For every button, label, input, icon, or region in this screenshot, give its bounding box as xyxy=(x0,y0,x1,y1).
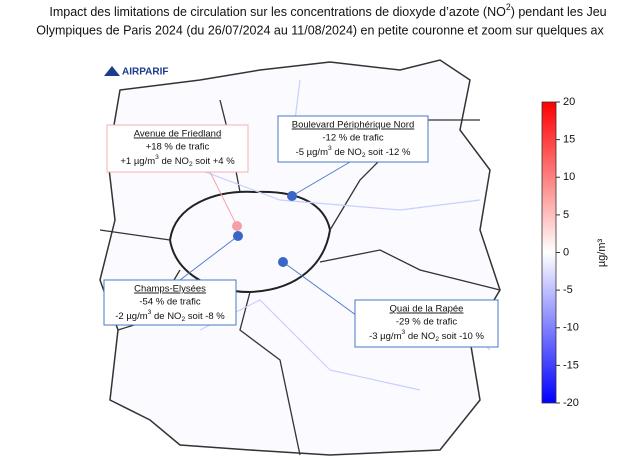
text-span: Impact des limitations de circulation su… xyxy=(49,5,506,19)
script-text: 2 xyxy=(435,336,439,343)
text-span: de NO xyxy=(159,156,189,167)
text-span: de NO xyxy=(151,311,181,322)
text-line: -5 µg/m3 de NO2 soit -12 % xyxy=(296,145,411,159)
callout-box xyxy=(106,124,249,173)
colorbar-label: µg/m³ xyxy=(596,238,608,267)
colorbar-tick-label: -20 xyxy=(563,397,579,409)
text-line: -3 µg/m3 de NO2 soit -10 % xyxy=(369,329,484,343)
callout: Quai de la Rapée -29 % de trafic-3 µg/m3 … xyxy=(354,299,499,348)
site-point xyxy=(287,191,297,201)
site-point xyxy=(232,221,242,231)
logo: AIRPARIF xyxy=(104,66,168,78)
script-text: 2 xyxy=(506,2,511,12)
text-line: +1 µg/m3 de NO2 soit +4 % xyxy=(120,154,235,168)
text-line: Impact des limitations de circulation su… xyxy=(49,2,606,19)
leader-line xyxy=(209,171,238,227)
callout-traffic: -29 % de trafic xyxy=(396,317,457,328)
leader-lines xyxy=(179,161,361,319)
text-line: -2 µg/m3 de NO2 soit -8 % xyxy=(115,309,225,323)
callout-title: Champs-Elysées xyxy=(134,284,206,295)
callout: Boulevard Périphérique Nord -12 % de traf… xyxy=(277,115,429,163)
colorbar xyxy=(541,101,557,404)
script-text: 2 xyxy=(362,152,366,159)
callout-traffic: -54 % de trafic xyxy=(139,297,200,308)
callout-title: Boulevard Périphérique Nord xyxy=(292,120,415,131)
script-text: 2 xyxy=(181,316,185,323)
text-span: soit -12 % xyxy=(366,147,411,158)
leader-line xyxy=(282,261,361,319)
logo-symbol xyxy=(104,66,120,76)
colorbar-tick-label: 20 xyxy=(563,96,575,108)
callout-traffic: +18 % de trafic xyxy=(146,142,210,153)
script-text: 3 xyxy=(328,145,332,152)
callout-box xyxy=(354,299,499,348)
colorbar-tick-label: 10 xyxy=(563,171,575,183)
text-span: -5 µg/m xyxy=(296,147,328,158)
text-span: +1 µg/m xyxy=(120,156,155,167)
road-traces xyxy=(109,79,491,391)
script-text: 3 xyxy=(402,329,406,336)
text-span: de NO xyxy=(405,331,435,342)
text-span: soit -8 % xyxy=(185,311,225,322)
site-point xyxy=(278,257,288,267)
text-span: -2 µg/m xyxy=(115,311,147,322)
script-text: 3 xyxy=(148,309,152,316)
callout-title: Quai de la Rapée xyxy=(390,304,464,315)
site-point xyxy=(233,231,243,241)
leader-line xyxy=(179,235,239,281)
text-span: ) pendant les Jeu xyxy=(511,5,607,19)
text-span: soit -10 % xyxy=(439,331,484,342)
callout: Champs-Elysées-54 % de trafic-2 µg/m3 de… xyxy=(103,279,237,326)
leader-line xyxy=(291,161,351,197)
callout-title: Avenue de Friedland xyxy=(134,129,222,140)
colorbar-tick-label: 5 xyxy=(563,209,569,221)
colorbar-tick-label: 0 xyxy=(563,246,569,258)
callout-box xyxy=(103,279,237,326)
callout-traffic: -12 % de trafic xyxy=(322,133,383,144)
text-span: -3 µg/m xyxy=(369,331,401,342)
script-text: 3 xyxy=(155,154,159,161)
text-span: de NO xyxy=(332,147,362,158)
text-span: soit +4 % xyxy=(193,156,236,167)
colorbar-tick-label: -10 xyxy=(563,322,579,334)
colorbar-tick-label: 15 xyxy=(563,134,575,146)
logo-text: AIRPARIF xyxy=(122,67,168,78)
script-text: 2 xyxy=(189,161,193,168)
callout: Avenue de Friedland+18 % de trafic+1 µg/… xyxy=(106,124,249,173)
callout-box xyxy=(277,115,429,163)
colorbar-tick-label: -5 xyxy=(563,284,573,296)
colorbar-tick-label: -15 xyxy=(563,359,579,371)
title-line: Olympiques de Paris 2024 (du 26/07/2024 … xyxy=(36,23,604,37)
